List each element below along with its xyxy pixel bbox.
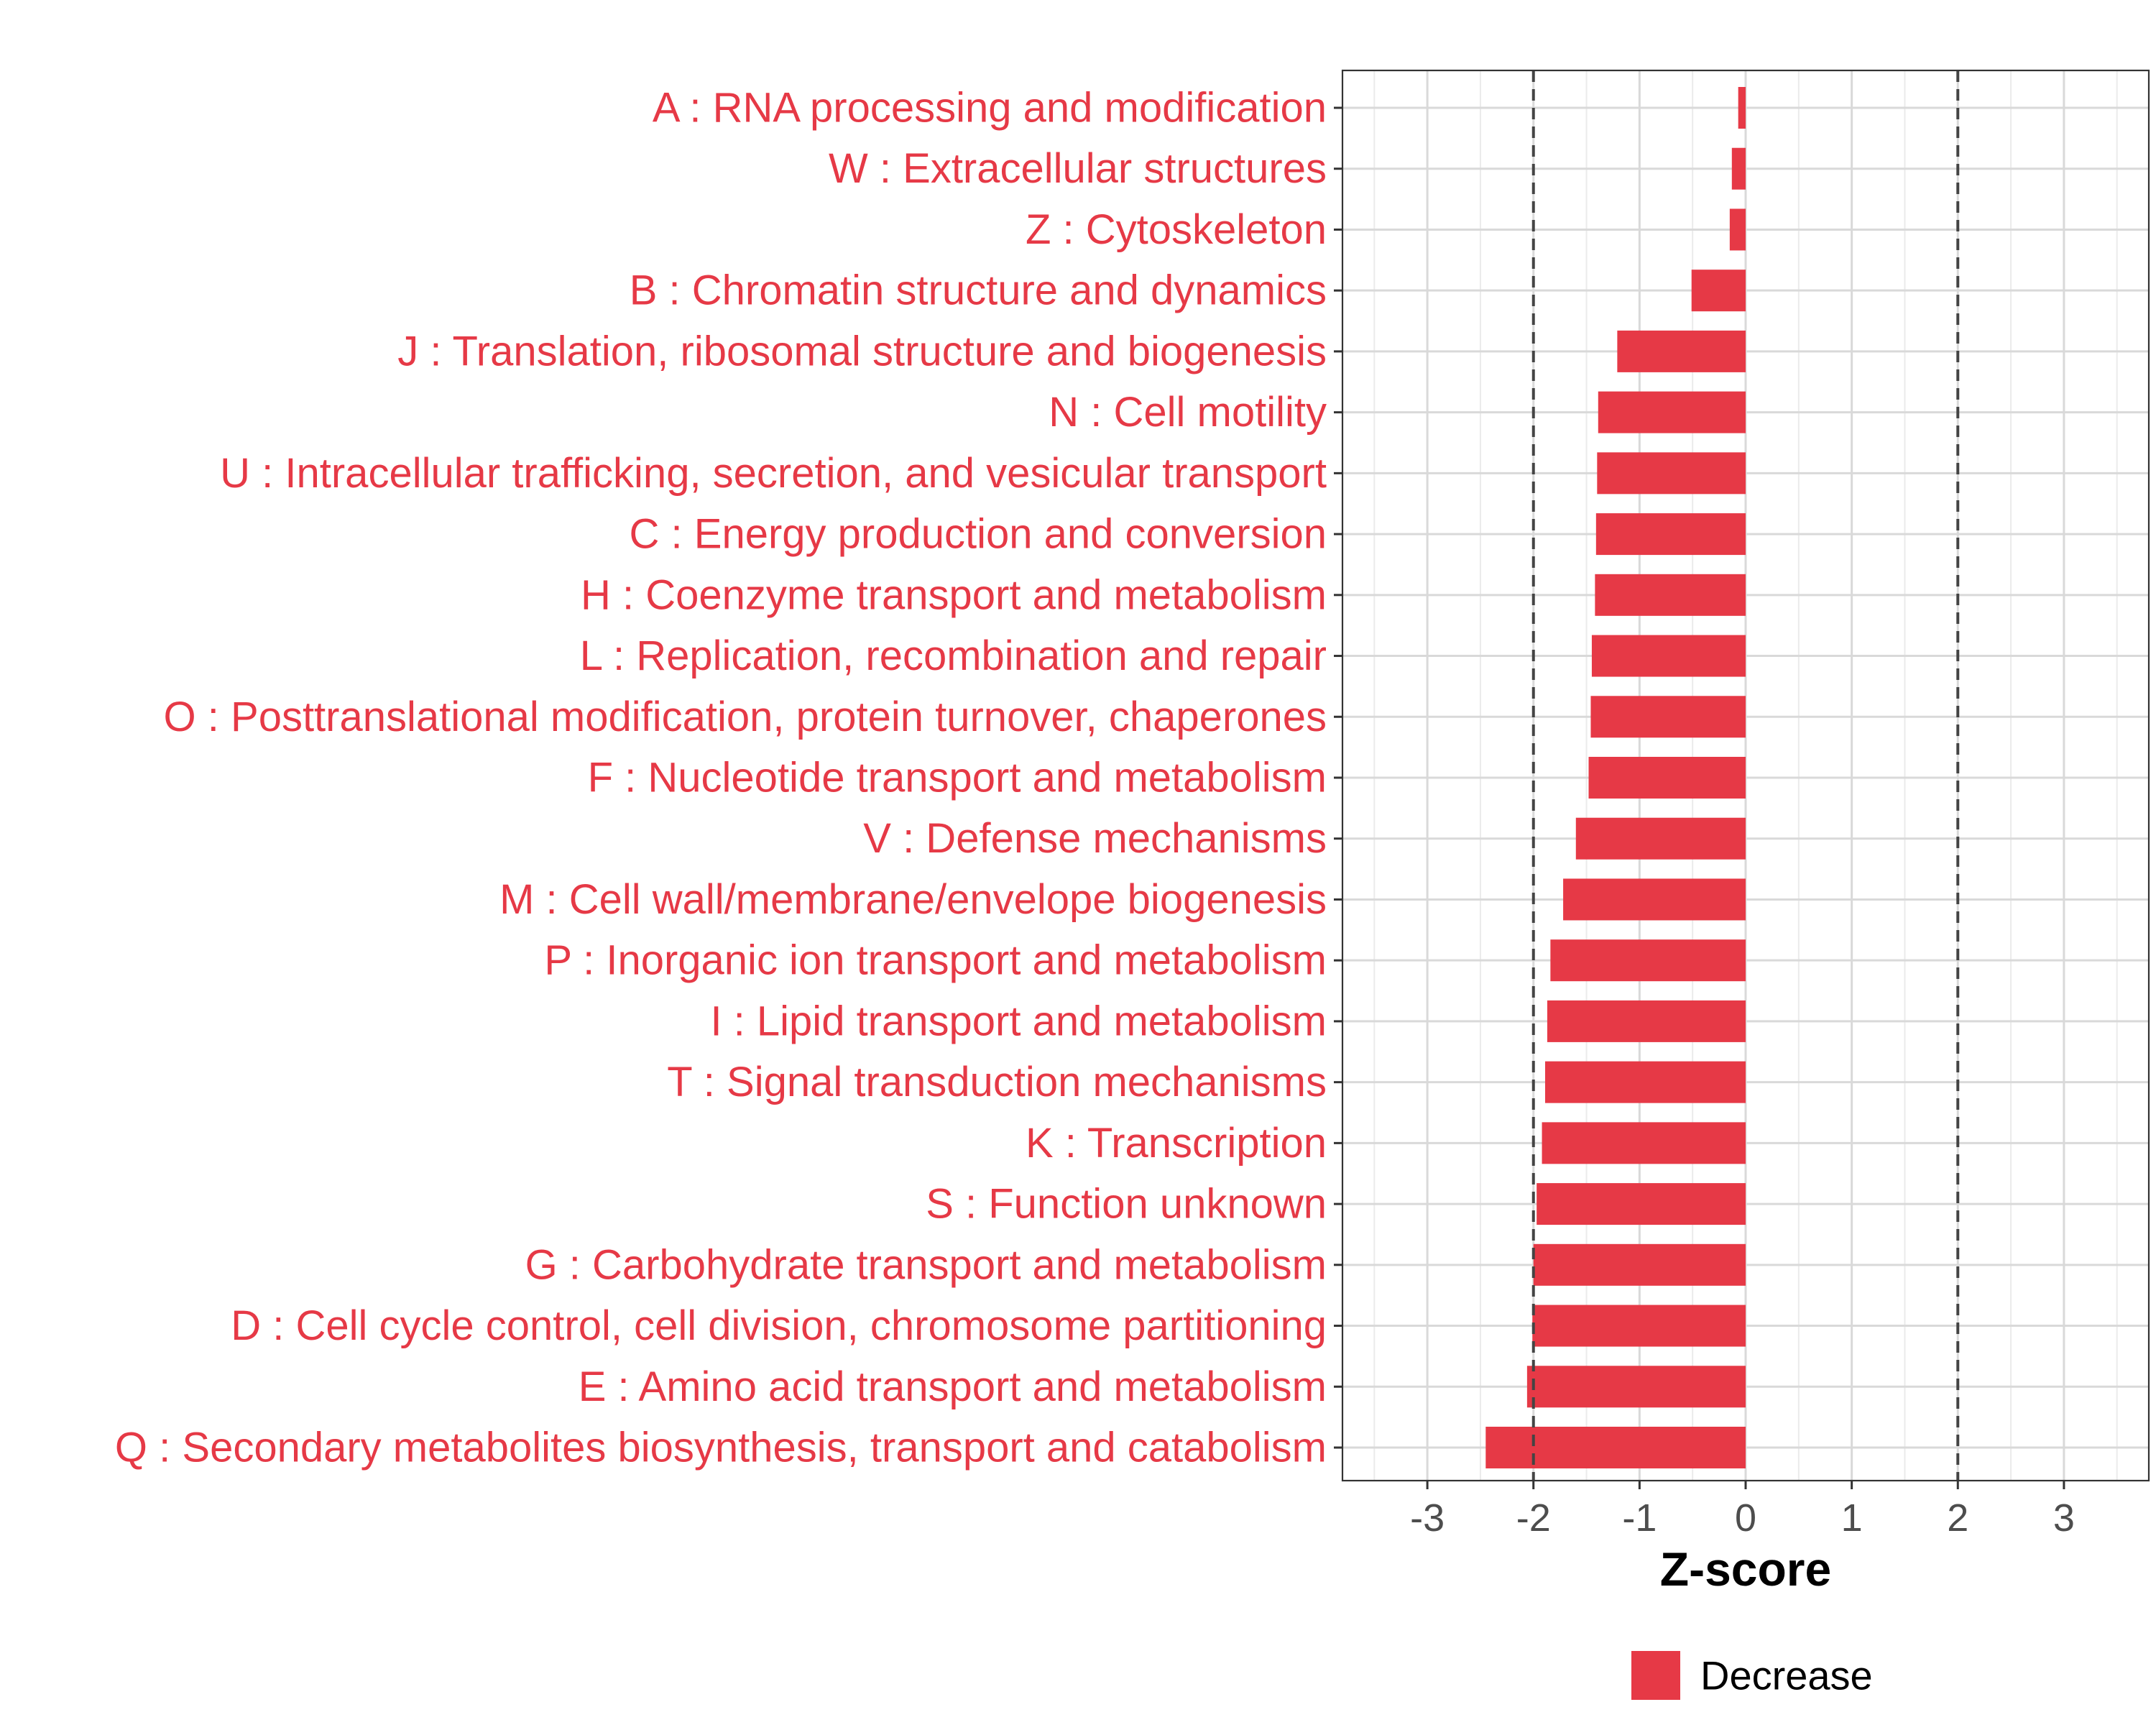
bar — [1598, 391, 1746, 433]
bar — [1547, 1000, 1746, 1042]
x-tick-label: 1 — [1841, 1496, 1863, 1540]
x-tick-label: 3 — [2053, 1496, 2075, 1540]
x-tick-label: 0 — [1735, 1496, 1756, 1540]
bar — [1485, 1427, 1746, 1468]
category-label: B : Chromatin structure and dynamics — [630, 267, 1327, 314]
bar — [1563, 878, 1746, 921]
bar — [1526, 1366, 1746, 1408]
category-label: M : Cell wall/membrane/envelope biogenes… — [499, 876, 1327, 923]
category-label: Z : Cytoskeleton — [1026, 206, 1327, 253]
bar — [1691, 270, 1746, 312]
bar — [1542, 1122, 1746, 1164]
bar — [1729, 208, 1746, 251]
x-tick-label: -1 — [1622, 1496, 1657, 1540]
category-label: P : Inorganic ion transport and metaboli… — [544, 937, 1327, 984]
category-label: Q : Secondary metabolites biosynthesis, … — [115, 1425, 1327, 1471]
category-label: G : Carbohydrate transport and metabolis… — [525, 1241, 1327, 1288]
bar — [1597, 452, 1746, 494]
bar — [1550, 939, 1746, 982]
category-label: E : Amino acid transport and metabolism — [579, 1363, 1327, 1410]
bar — [1588, 757, 1746, 799]
x-axis-title: Z-score — [1660, 1542, 1831, 1596]
category-label: U : Intracellular trafficking, secretion… — [220, 450, 1327, 497]
category-label: J : Translation, ribosomal structure and… — [397, 328, 1327, 374]
bar — [1544, 1061, 1746, 1103]
category-label: D : Cell cycle control, cell division, c… — [231, 1302, 1327, 1349]
bar — [1575, 817, 1746, 860]
bar — [1590, 696, 1746, 738]
category-label: S : Function unknown — [926, 1181, 1327, 1228]
bars — [1485, 87, 1746, 1468]
category-label: T : Signal transduction mechanisms — [667, 1059, 1327, 1105]
x-tick-label: -2 — [1516, 1496, 1551, 1540]
category-label: V : Defense mechanisms — [863, 815, 1327, 862]
bar — [1533, 1243, 1746, 1286]
bar — [1731, 147, 1746, 190]
category-label: K : Transcription — [1026, 1120, 1327, 1167]
category-label: W : Extracellular structures — [829, 145, 1327, 192]
bar — [1617, 330, 1746, 372]
bar — [1595, 513, 1746, 556]
legend: Decrease — [1631, 1651, 1873, 1700]
category-label: I : Lipid transport and metabolism — [710, 998, 1327, 1044]
legend-label-decrease: Decrease — [1700, 1653, 1873, 1698]
category-label: N : Cell motility — [1049, 389, 1327, 436]
x-axis: -3 -2 -1 0 1 2 3 — [1410, 1481, 2075, 1540]
x-tick-label: 2 — [1947, 1496, 1968, 1540]
legend-swatch-decrease — [1631, 1651, 1680, 1700]
category-label: H : Coenzyme transport and metabolism — [581, 571, 1327, 618]
bar — [1537, 1183, 1746, 1225]
y-axis: A : RNA processing and modification W : E… — [115, 85, 1342, 1471]
category-label: F : Nucleotide transport and metabolism — [588, 755, 1327, 801]
x-tick-label: -3 — [1410, 1496, 1445, 1540]
category-label: C : Energy production and conversion — [630, 511, 1327, 558]
reference-lines — [1531, 70, 1960, 1481]
bar — [1532, 1305, 1746, 1347]
category-label: O : Posttranslational modification, prot… — [164, 694, 1327, 740]
category-label: L : Replication, recombination and repai… — [580, 632, 1327, 679]
bar — [1591, 635, 1746, 677]
bar — [1595, 574, 1746, 616]
category-label: A : RNA processing and modification — [653, 85, 1327, 132]
bar — [1738, 87, 1746, 129]
